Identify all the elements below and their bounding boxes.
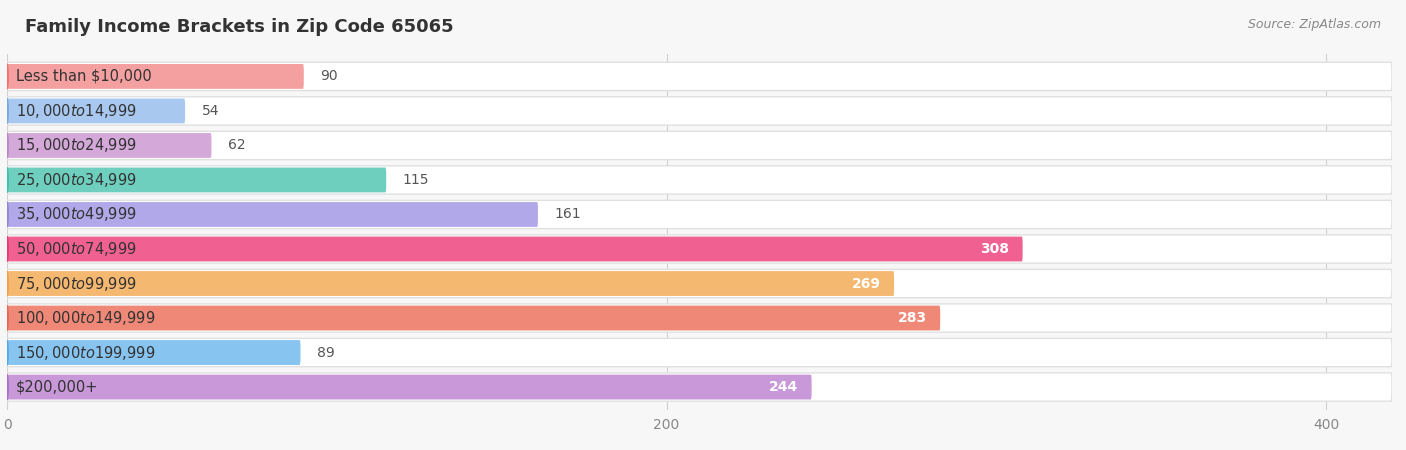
FancyBboxPatch shape [7,271,894,296]
FancyBboxPatch shape [7,166,1392,194]
Text: Source: ZipAtlas.com: Source: ZipAtlas.com [1247,18,1381,31]
FancyBboxPatch shape [7,62,1392,90]
FancyBboxPatch shape [7,200,1392,229]
Circle shape [6,133,8,158]
Text: $150,000 to $199,999: $150,000 to $199,999 [15,343,156,361]
Circle shape [6,375,8,400]
Text: Family Income Brackets in Zip Code 65065: Family Income Brackets in Zip Code 65065 [25,18,454,36]
Text: 54: 54 [201,104,219,118]
FancyBboxPatch shape [7,340,301,365]
FancyBboxPatch shape [7,375,811,400]
Circle shape [6,64,8,89]
FancyBboxPatch shape [7,306,941,330]
Circle shape [6,99,8,123]
FancyBboxPatch shape [7,97,1392,125]
Text: $50,000 to $74,999: $50,000 to $74,999 [15,240,136,258]
Text: $100,000 to $149,999: $100,000 to $149,999 [15,309,156,327]
Circle shape [6,237,8,261]
FancyBboxPatch shape [7,99,186,123]
FancyBboxPatch shape [7,235,1392,263]
Circle shape [6,167,8,193]
Text: $10,000 to $14,999: $10,000 to $14,999 [15,102,136,120]
Text: 89: 89 [316,346,335,360]
FancyBboxPatch shape [7,202,538,227]
FancyBboxPatch shape [7,270,1392,297]
Circle shape [6,306,8,330]
Text: 283: 283 [898,311,927,325]
Text: $75,000 to $99,999: $75,000 to $99,999 [15,274,136,292]
FancyBboxPatch shape [7,167,387,193]
Text: $15,000 to $24,999: $15,000 to $24,999 [15,136,136,154]
Text: $200,000+: $200,000+ [15,379,98,395]
FancyBboxPatch shape [7,237,1022,261]
FancyBboxPatch shape [7,304,1392,332]
FancyBboxPatch shape [7,338,1392,367]
Text: 161: 161 [554,207,581,221]
Text: $25,000 to $34,999: $25,000 to $34,999 [15,171,136,189]
Text: 308: 308 [980,242,1010,256]
Text: Less than $10,000: Less than $10,000 [15,69,152,84]
Text: 115: 115 [402,173,429,187]
FancyBboxPatch shape [7,133,211,158]
Circle shape [6,271,8,296]
Circle shape [6,340,8,365]
Text: $35,000 to $49,999: $35,000 to $49,999 [15,206,136,224]
Text: 269: 269 [852,276,880,291]
Text: 90: 90 [321,69,337,83]
FancyBboxPatch shape [7,64,304,89]
Circle shape [6,202,8,227]
FancyBboxPatch shape [7,373,1392,401]
Text: 244: 244 [769,380,799,394]
FancyBboxPatch shape [7,131,1392,160]
Text: 62: 62 [228,139,246,153]
